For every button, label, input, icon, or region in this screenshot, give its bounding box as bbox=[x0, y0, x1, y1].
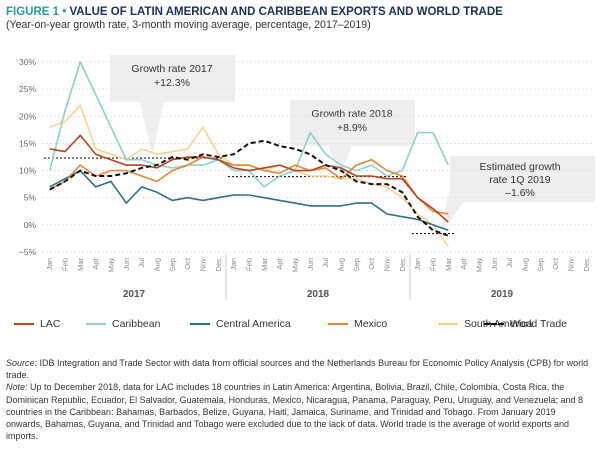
series-line-central-america bbox=[49, 169, 449, 232]
legend-item: Central America bbox=[190, 318, 291, 330]
month-tick-label: Oct bbox=[183, 257, 192, 270]
callout-line: Growth rate 2018 bbox=[311, 108, 392, 120]
month-tick-label: Jun bbox=[122, 258, 131, 270]
month-tick-label: Sep bbox=[536, 258, 545, 271]
note-text: Up to December 2018, data for LAC includ… bbox=[6, 382, 583, 442]
callout-line: –1.6% bbox=[505, 187, 535, 199]
legend-label: World Trade bbox=[510, 318, 567, 330]
source-text: IDB Integration and Trade Sector with da… bbox=[6, 358, 589, 381]
month-tick-label: Jun bbox=[490, 258, 499, 270]
y-tick-label: 25% bbox=[19, 84, 36, 94]
callout-pointer bbox=[328, 146, 352, 175]
y-tick-label: 0% bbox=[24, 220, 37, 230]
note: Note: Up to December 2018, data for LAC … bbox=[6, 381, 592, 442]
month-tick-label: Mar bbox=[260, 258, 269, 271]
month-tick-label: Aug bbox=[153, 258, 162, 271]
month-tick-label: Jan bbox=[45, 258, 54, 270]
month-tick-label: Mar bbox=[444, 258, 453, 271]
month-tick-label: Mar bbox=[76, 258, 85, 271]
month-tick-label: Apr bbox=[459, 257, 468, 269]
figure-title: FIGURE 1 • VALUE OF LATIN AMERICAN AND C… bbox=[6, 5, 503, 19]
legend-item: Caribbean bbox=[86, 318, 160, 330]
callout-line: Estimated growth bbox=[479, 161, 560, 173]
figure-notes: Source: IDB Integration and Trade Sector… bbox=[6, 357, 592, 442]
month-tick-label: May bbox=[107, 258, 116, 272]
month-tick-label: Dec bbox=[214, 258, 223, 272]
y-tick-label: 15% bbox=[19, 138, 36, 148]
month-tick-label: Jun bbox=[306, 258, 315, 270]
month-tick-label: Sep bbox=[168, 258, 177, 271]
note-label: Note: bbox=[6, 382, 28, 393]
legend-item: LAC bbox=[14, 318, 60, 330]
legend-swatch bbox=[484, 323, 504, 325]
callout-pointer bbox=[140, 102, 164, 157]
y-tick-label: −5% bbox=[19, 247, 37, 257]
month-tick-label: Jan bbox=[413, 258, 422, 270]
callout-box bbox=[110, 55, 235, 102]
series-line-lac bbox=[49, 134, 449, 223]
legend-item: World Trade bbox=[484, 318, 567, 330]
chart-legend: LAC Caribbean Central America Mexico South A… bbox=[14, 318, 594, 332]
average-lines-layer bbox=[44, 157, 454, 235]
month-tick-label: Jul bbox=[505, 258, 514, 268]
callout-box bbox=[290, 100, 415, 146]
month-tick-label: Jan bbox=[229, 258, 238, 270]
month-tick-label: Oct bbox=[367, 257, 376, 270]
month-tick-label: Aug bbox=[521, 258, 530, 271]
year-label: 2017 bbox=[123, 289, 146, 300]
legend-swatch bbox=[328, 323, 348, 325]
legend-swatch bbox=[438, 323, 458, 325]
month-tick-label: Feb bbox=[245, 258, 254, 271]
month-tick-label: Jul bbox=[321, 258, 330, 268]
month-tick-label: May bbox=[291, 258, 300, 272]
month-tick-label: Sep bbox=[352, 258, 361, 271]
line-chart: Growth rate 2017 +12.3% Growth rate 2018 +8… bbox=[19, 55, 595, 300]
month-tick-label: May bbox=[475, 258, 484, 272]
month-tick-label: Feb bbox=[61, 258, 70, 271]
month-tick-label: Nov bbox=[567, 258, 576, 272]
figure-label: FIGURE 1 • bbox=[6, 6, 67, 18]
legend-swatch bbox=[190, 323, 210, 325]
series-layer bbox=[48, 61, 450, 248]
y-tick-label: 5% bbox=[24, 193, 37, 203]
legend-label: Central America bbox=[216, 318, 291, 330]
grid-layer bbox=[42, 61, 594, 253]
year-label: 2018 bbox=[307, 289, 330, 300]
legend-label: Mexico bbox=[354, 318, 388, 330]
legend-label: Caribbean bbox=[112, 318, 161, 330]
series-line-world-trade bbox=[49, 139, 449, 237]
legend-item: Mexico bbox=[328, 318, 387, 330]
legend-swatch bbox=[14, 323, 34, 325]
month-tick-label: Dec bbox=[398, 258, 407, 272]
month-tick-label: Dec bbox=[582, 258, 591, 272]
source-label: Source: bbox=[6, 358, 38, 368]
month-tick-label: Apr bbox=[91, 257, 100, 269]
figure-title-text: VALUE OF LATIN AMERICAN AND CARIBBEAN EX… bbox=[69, 6, 503, 18]
callout-line: Growth rate 2017 bbox=[131, 63, 212, 75]
legend-label: LAC bbox=[40, 318, 61, 330]
month-tick-label: Feb bbox=[429, 258, 438, 271]
series-line-mexico bbox=[49, 156, 449, 215]
figure-subtitle: (Year-on-year growth rate, 3-month movin… bbox=[6, 19, 371, 31]
callout-line: +12.3% bbox=[154, 77, 190, 89]
axis-layer: 30% 25% 20% 15% 10% 5% 0% −5% Jan Feb Mar Apr May Jun… bbox=[19, 57, 591, 300]
legend-swatch bbox=[86, 323, 106, 325]
callout-line: rate 1Q 2019 bbox=[489, 174, 550, 186]
month-tick-label: Apr bbox=[275, 257, 284, 269]
month-tick-label: Oct bbox=[551, 257, 560, 270]
callout-pointer bbox=[440, 188, 464, 234]
callout-box bbox=[450, 156, 595, 202]
month-tick-label: Nov bbox=[199, 258, 208, 272]
month-tick-label: Nov bbox=[383, 258, 392, 272]
callout-layer: Growth rate 2017 +12.3% Growth rate 2018 +8… bbox=[110, 55, 595, 234]
callout-line: +8.9% bbox=[337, 122, 367, 134]
month-tick-label: Aug bbox=[337, 258, 346, 271]
year-label: 2019 bbox=[491, 289, 514, 300]
y-tick-label: 20% bbox=[19, 111, 36, 121]
source-note: Source: IDB Integration and Trade Sector… bbox=[6, 357, 592, 381]
month-tick-label: Jul bbox=[137, 258, 146, 268]
y-tick-label: 10% bbox=[19, 166, 36, 176]
y-tick-label: 30% bbox=[19, 57, 36, 67]
